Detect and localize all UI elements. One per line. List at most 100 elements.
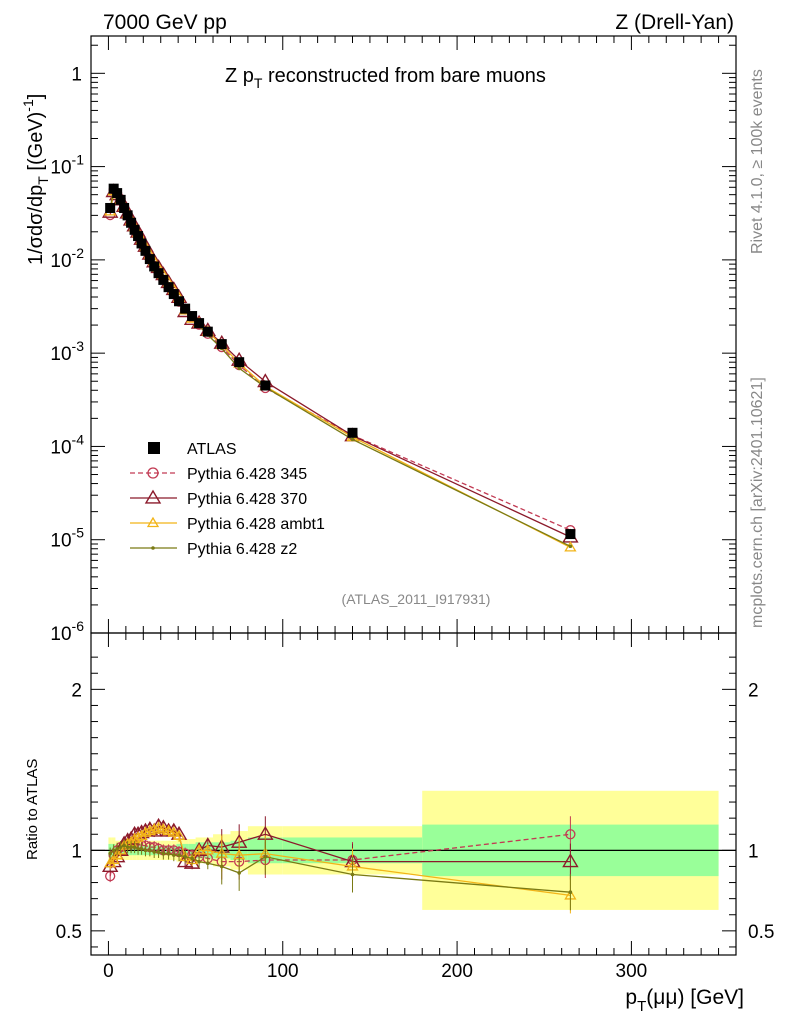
marker-pythia-6.428-z2 <box>125 845 130 849</box>
marker-pythia-6.428-z2 <box>172 853 176 857</box>
header-left: 7000 GeV pp <box>103 11 227 34</box>
atlas-point <box>126 217 137 228</box>
marker-pythia-6.428-z2 <box>122 843 126 848</box>
atlas-point <box>347 427 358 438</box>
y-tick-label-upper: 1 <box>71 64 82 85</box>
atlas-point <box>105 202 116 213</box>
atlas-point <box>565 529 576 540</box>
atlas-point <box>115 194 126 205</box>
marker-pythia-6.428-z2 <box>136 846 140 851</box>
legend-atlas-label: ATLAS <box>187 441 237 458</box>
marker-pythia-6.428-ambt1 <box>564 541 577 552</box>
marker-pythia-6.428-z2 <box>263 854 268 859</box>
mcplots-credit-label: mcplots.cern.ch [arXiv:2401.10621] <box>749 377 766 628</box>
marker-pythia-6.428-345 <box>565 829 576 840</box>
y-axis-label-upper: 1/σdσ/dpT [(GeV)-1] <box>20 94 51 265</box>
marker-pythia-6.428-z2 <box>197 859 201 864</box>
atlas-point <box>144 254 155 265</box>
atlas-point <box>234 357 245 368</box>
x-axis-label: pT(μμ) [GeV] <box>625 986 744 1015</box>
analysis-reference: (ATLAS_2011_I917931) <box>342 591 491 607</box>
marker-pythia-6.428-ambt1 <box>143 824 156 836</box>
atlas-point <box>140 245 151 256</box>
y-tick-label-ratio-left: 2 <box>71 680 82 701</box>
marker-pythia-6.428-ambt1 <box>148 823 161 834</box>
marker-pythia-6.428-z2 <box>115 846 119 851</box>
marker-pythia-6.428-370 <box>562 853 579 868</box>
y-tick-label-upper: 10-4 <box>50 431 84 458</box>
y-tick-label-ratio-left: 0.5 <box>56 922 82 943</box>
x-tick-label: 100 <box>267 961 299 982</box>
marker-pythia-6.428-z2 <box>350 872 355 877</box>
atlas-data-points <box>105 183 576 540</box>
marker-pythia-6.428-z2 <box>219 864 224 869</box>
marker-pythia-6.428-z2 <box>111 848 116 853</box>
x-tick-label: 200 <box>441 961 473 982</box>
atlas-point <box>158 274 169 285</box>
upper-series <box>101 183 579 552</box>
header-right: Z (Drell-Yan) <box>615 11 734 34</box>
marker-pythia-6.428-z2 <box>108 851 112 856</box>
atlas-point <box>187 311 198 322</box>
marker-pythia-6.428-z2 <box>156 850 161 854</box>
y-tick-label-upper: 10-3 <box>50 338 84 365</box>
legend-label: Pythia 6.428 z2 <box>187 541 297 558</box>
atlas-point <box>149 261 160 272</box>
marker-pythia-6.428-z2 <box>161 851 166 856</box>
legend-label: Pythia 6.428 ambt1 <box>187 516 325 533</box>
legend-atlas-marker <box>148 442 160 454</box>
marker-pythia-6.428-z2 <box>237 871 241 875</box>
atlas-point <box>260 380 271 391</box>
atlas-point <box>174 296 185 307</box>
atlas-point <box>136 238 147 249</box>
x-tick-label: 300 <box>616 961 648 982</box>
y-tick-label-ratio-right: 1 <box>748 841 759 862</box>
upper-line-pythia-6.428-ambt1 <box>109 189 571 548</box>
marker-pythia-6.428-z2 <box>205 861 210 866</box>
ratio-frame <box>90 632 737 956</box>
upper-line-pythia-6.428-370 <box>109 190 571 538</box>
legend-label: Pythia 6.428 345 <box>187 466 307 483</box>
y-tick-label-upper: 10-2 <box>50 245 84 272</box>
axes-frames <box>90 35 737 956</box>
axis-ticks: 0 100 200 300 1 10-1 10-2 10-3 10-4 10-5 10-6 0.5 0.… <box>50 36 774 982</box>
marker-pythia-6.428-z2 <box>148 848 152 853</box>
marker-pythia-6.428-z2 <box>183 854 187 859</box>
ratio-series <box>101 816 579 914</box>
marker-pythia-6.428-z2 <box>129 845 133 849</box>
marker-pythia-6.428-z2 <box>143 848 148 853</box>
marker-pythia-6.428-z2 <box>190 856 194 861</box>
y-tick-label-ratio-left: 1 <box>71 841 82 862</box>
marker-pythia-6.428-z2 <box>568 890 573 895</box>
y-axis-label-ratio: Ratio to ATLAS <box>24 759 41 860</box>
marker-pythia-6.428-ambt1 <box>167 826 180 837</box>
marker-pythia-6.428-ambt1 <box>172 829 186 841</box>
marker-pythia-6.428-z2 <box>152 850 156 854</box>
marker-pythia-6.428-ambt1 <box>157 823 170 834</box>
y-tick-label-upper: 10-6 <box>50 618 84 645</box>
atlas-point <box>112 188 123 199</box>
rivet-version-label: Rivet 4.1.0, ≥ 100k events <box>749 69 766 254</box>
y-tick-label-ratio-right: 2 <box>748 680 759 701</box>
atlas-point <box>153 268 164 279</box>
marker-pythia-6.428-z2 <box>177 853 181 857</box>
marker-pythia-6.428-z2 <box>139 846 144 851</box>
plot-title: Z pT reconstructed from bare muons <box>225 65 546 91</box>
atlas-point <box>129 224 140 235</box>
marker-pythia-6.428-z2 <box>237 366 241 371</box>
marker-pythia-6.428-ambt1 <box>139 826 152 837</box>
upper-line-pythia-6.428-345 <box>109 188 571 531</box>
marker-pythia-6.428-ambt1 <box>146 516 160 528</box>
marker-pythia-6.428-ambt1 <box>104 856 117 868</box>
y-tick-label-upper: 10-5 <box>50 525 84 552</box>
atlas-point <box>180 303 191 314</box>
atlas-point <box>163 282 174 293</box>
marker-pythia-6.428-370 <box>144 489 162 504</box>
marker-pythia-6.428-z2 <box>151 546 155 550</box>
marker-pythia-6.428-345 <box>147 467 159 479</box>
x-tick-label: 0 <box>103 961 114 982</box>
legend-label: Pythia 6.428 370 <box>187 491 307 508</box>
marker-pythia-6.428-z2 <box>568 544 573 549</box>
y-tick-label-ratio-right: 0.5 <box>748 922 774 943</box>
